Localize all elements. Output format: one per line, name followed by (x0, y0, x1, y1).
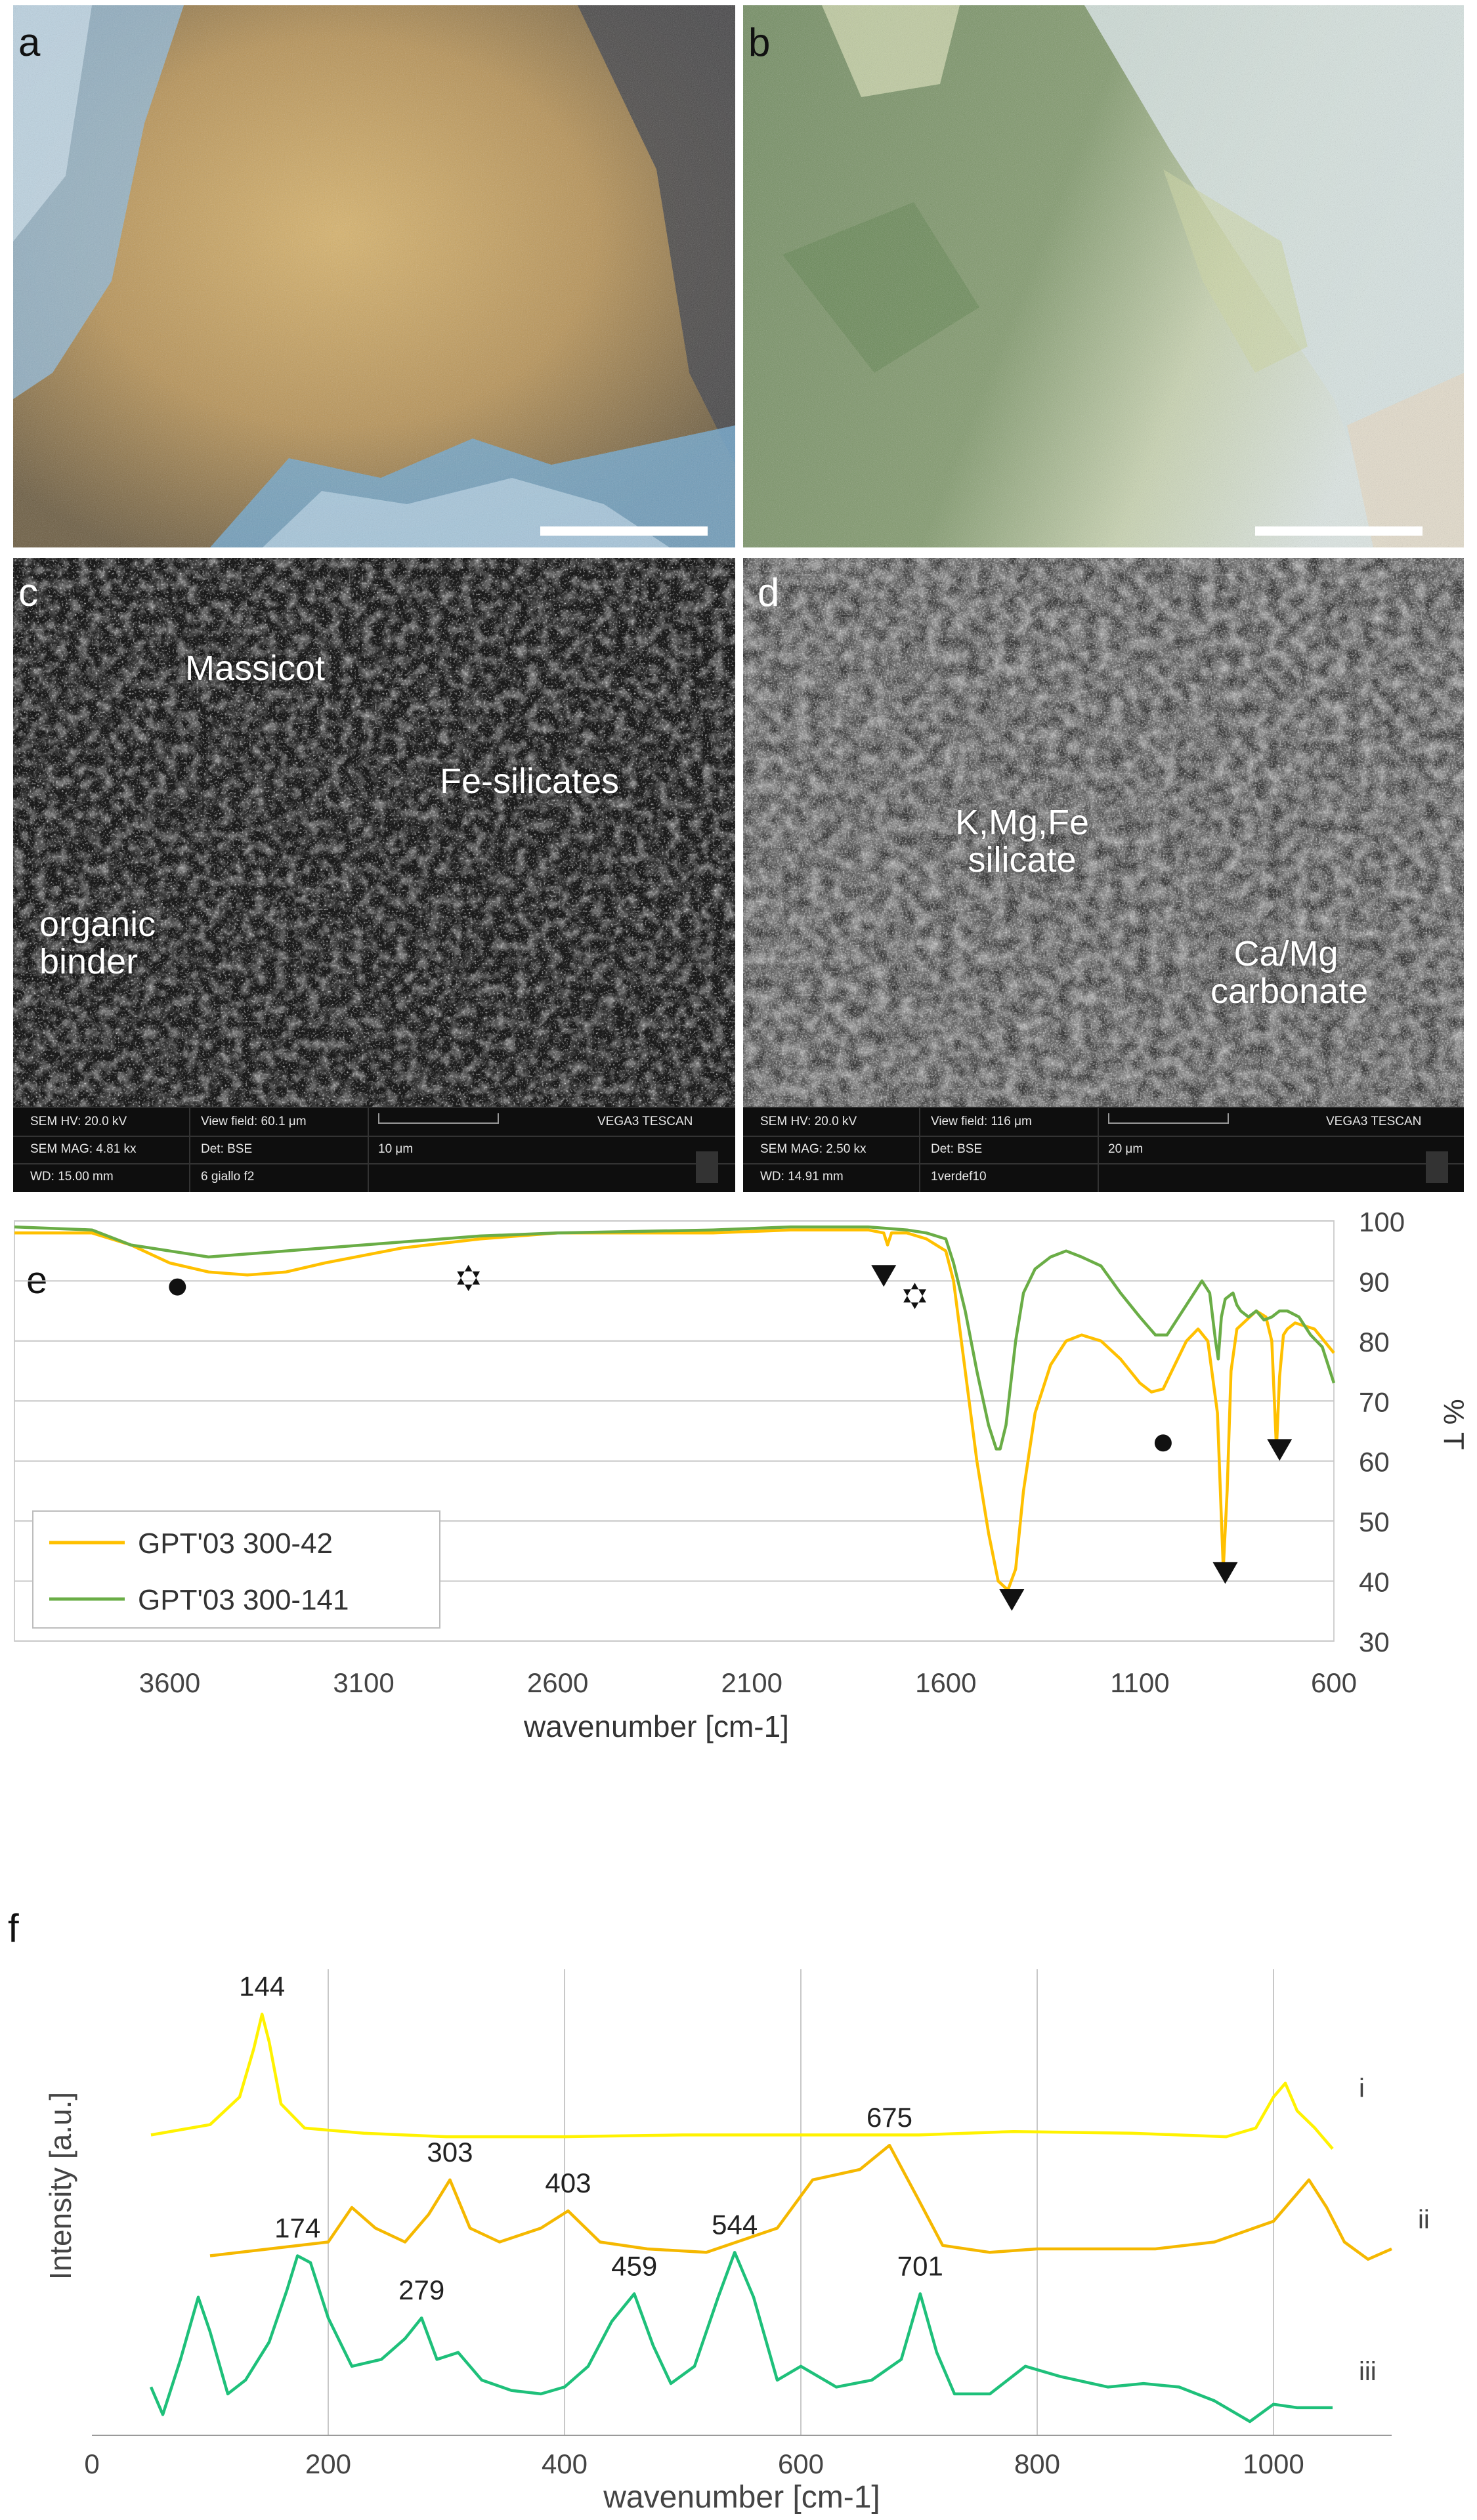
x-axis-label-e: wavenumber [cm-1] (523, 1709, 789, 1743)
tescan-logo-d (1426, 1151, 1448, 1183)
x-tick-label-f: 1000 (1243, 2448, 1304, 2479)
y-tick-label-e: 100 (1359, 1208, 1405, 1237)
sem-footer-c: SEM HV: 20.0 kV View field: 60.1 μm SEM … (13, 1107, 735, 1192)
series-line-e-1 (14, 1225, 1336, 1451)
annotation-organic-binder: organic binder (39, 905, 156, 981)
sem-brand-c: VEGA3 TESCAN (597, 1115, 693, 1128)
sem-scale-c: 10 μm (378, 1142, 414, 1156)
micrograph-b-image (743, 5, 1464, 547)
x-tick-label-e: 3600 (139, 1667, 200, 1698)
sem-wd-d: WD: 14.91 mm (760, 1170, 844, 1184)
sem-hv-c: SEM HV: 20.0 kV (30, 1115, 127, 1128)
panel-label-a: a (18, 20, 41, 64)
marker-star-e (457, 1264, 481, 1291)
panel-label-f: f (8, 1906, 19, 1950)
y-tick-label-e: 60 (1359, 1447, 1390, 1478)
annotation-k-mg-fe-silicate: K,Mg,Fe silicate (954, 803, 1090, 880)
x-tick-label-f: 600 (778, 2448, 824, 2479)
y-axis-label-e: % T (1438, 1399, 1470, 1449)
x-tick-label-f: 400 (542, 2448, 588, 2479)
series-label-f: iii (1359, 2357, 1377, 2386)
panel-label-d: d (758, 570, 780, 614)
x-tick-label-e: 600 (1311, 1667, 1357, 1698)
micrograph-b: b (743, 5, 1464, 547)
sem-sample-c: 6 giallo f2 (201, 1170, 255, 1184)
sem-footer-d: SEM HV: 20.0 kV View field: 116 μm SEM M… (743, 1107, 1464, 1192)
x-tick-label-f: 800 (1014, 2448, 1060, 2479)
y-axis-label-f: Intensity [a.u.] (43, 2092, 77, 2280)
sem-brand-d: VEGA3 TESCAN (1326, 1115, 1422, 1128)
y-tick-label-e: 90 (1359, 1266, 1390, 1297)
legend-item-300-42: GPT'03 300-42 (138, 1527, 333, 1560)
scale-bar-b (1255, 526, 1423, 536)
annotation-ca-mg-carbonate: Ca/Mg carbonate (1210, 934, 1369, 1011)
y-tick-label-e: 30 (1359, 1627, 1390, 1657)
peak-label-f: 403 (545, 2168, 591, 2198)
sem-image-c: c Massicot Fe-silicates organic binder S… (13, 558, 735, 1192)
peak-label-f: 544 (712, 2209, 758, 2240)
x-tick-label-f: 0 (84, 2448, 99, 2479)
peak-label-f: 303 (427, 2137, 473, 2168)
peak-label-f: 701 (897, 2250, 943, 2281)
tescan-logo-c (696, 1151, 718, 1183)
sem-ruler-d (1108, 1113, 1229, 1124)
marker-triangle-e (999, 1589, 1025, 1611)
sem-mag-d: SEM MAG: 2.50 kx (760, 1142, 867, 1156)
panel-label-c: c (18, 570, 38, 614)
x-tick-label-e: 1100 (1110, 1667, 1169, 1698)
scale-bar-a (540, 526, 708, 536)
sem-view-field-c: View field: 60.1 μm (201, 1115, 307, 1128)
y-tick-label-e: 80 (1359, 1327, 1390, 1357)
legend-e: GPT'03 300-42 GPT'03 300-141 (32, 1510, 440, 1629)
annotation-massicot: Massicot (185, 649, 326, 688)
marker-circle-e (169, 1278, 186, 1296)
y-tick-label-e: 50 (1359, 1506, 1390, 1537)
sem-scale-d: 20 μm (1108, 1142, 1144, 1156)
sem-wd-c: WD: 15.00 mm (30, 1170, 114, 1184)
micrograph-a: a (13, 5, 735, 547)
annotation-fe-silicates: Fe-silicates (440, 761, 620, 801)
series-line-f-i (150, 2013, 1334, 2150)
sem-mag-c: SEM MAG: 4.81 kx (30, 1142, 137, 1156)
x-tick-label-e: 2600 (527, 1667, 588, 1698)
peak-label-f: 144 (239, 1971, 285, 2001)
y-tick-label-e: 70 (1359, 1386, 1390, 1417)
marker-star-e (903, 1283, 926, 1310)
peak-label-f: 174 (274, 2213, 320, 2244)
sem-hv-d: SEM HV: 20.0 kV (760, 1115, 857, 1128)
marker-triangle-e (1267, 1439, 1293, 1461)
micrograph-a-image (13, 5, 735, 547)
series-line-f-ii (209, 2143, 1392, 2261)
sem-image-d-texture (743, 558, 1464, 1108)
x-tick-label-e: 3100 (333, 1667, 394, 1698)
x-tick-label-e: 2100 (721, 1667, 782, 1698)
sem-det-d: Det: BSE (931, 1142, 983, 1156)
legend-item-300-141: GPT'03 300-141 (138, 1584, 349, 1616)
sem-image-d: d K,Mg,Fe silicate Ca/Mg carbonate SEM H… (743, 558, 1464, 1192)
sem-ruler-c (378, 1113, 499, 1124)
series-line-f-iii (149, 2251, 1333, 2424)
sem-image-c-texture (13, 558, 735, 1108)
series-label-f: i (1359, 2074, 1365, 2103)
marker-triangle-e (1212, 1562, 1238, 1584)
panel-label-b: b (748, 20, 771, 64)
x-axis-label-f: wavenumber [cm-1] (603, 2480, 880, 2515)
marker-circle-e (1154, 1434, 1172, 1452)
sem-view-field-d: View field: 116 μm (931, 1115, 1032, 1128)
series-label-f: ii (1418, 2205, 1430, 2234)
peak-label-f: 459 (611, 2250, 657, 2281)
sem-det-c: Det: BSE (201, 1142, 253, 1156)
sem-sample-d: 1verdef10 (931, 1170, 987, 1184)
marker-triangle-e (871, 1265, 897, 1287)
peak-label-f: 675 (867, 2102, 912, 2133)
peak-label-f: 279 (398, 2274, 444, 2305)
y-tick-label-e: 40 (1359, 1567, 1390, 1598)
x-tick-label-f: 200 (305, 2448, 351, 2479)
x-tick-label-e: 1600 (915, 1667, 976, 1698)
